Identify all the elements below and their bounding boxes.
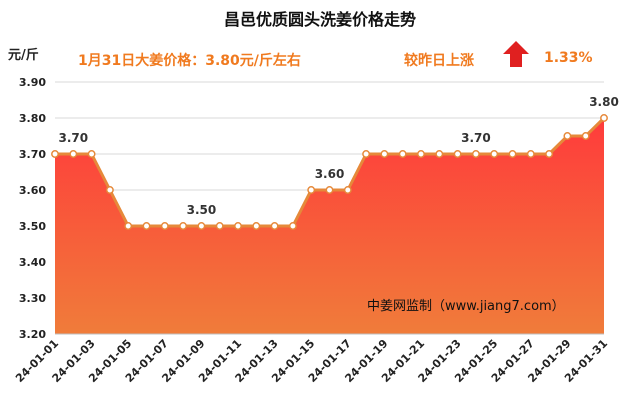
data-point: [526, 150, 535, 158]
data-point: [179, 222, 188, 230]
change-label: 较昨日上涨: [404, 53, 474, 69]
data-point: [270, 222, 279, 230]
up-arrow-icon: [503, 41, 529, 67]
y-tick-label: 3.70: [19, 148, 46, 161]
chart-title: 昌邑优质圆头洗姜价格走势: [223, 10, 416, 29]
data-point: [453, 150, 462, 158]
data-point: [288, 222, 297, 230]
data-point: [362, 150, 371, 158]
y-axis-unit: 元/斤: [8, 48, 39, 63]
data-point: [508, 150, 517, 158]
data-point: [252, 222, 261, 230]
data-label: 3.70: [461, 131, 491, 145]
change-value: 1.33%: [544, 50, 593, 66]
data-point: [87, 150, 96, 158]
data-point: [563, 132, 572, 140]
data-point: [142, 222, 151, 230]
data-point: [380, 150, 389, 158]
data-label: 3.50: [187, 203, 217, 217]
data-point: [545, 150, 554, 158]
data-point: [417, 150, 425, 158]
y-tick-label: 3.80: [19, 112, 46, 125]
y-tick-label: 3.30: [19, 292, 46, 305]
data-point: [105, 186, 114, 194]
series-area: [55, 118, 604, 334]
y-tick-label: 3.60: [19, 184, 46, 197]
data-point: [234, 222, 242, 230]
data-label: 3.70: [58, 131, 88, 145]
data-point: [435, 150, 444, 158]
data-point: [471, 150, 480, 158]
watermark: 中姜网监制（www.jiang7.com）: [367, 299, 565, 314]
data-point: [581, 132, 590, 140]
data-point: [325, 186, 334, 194]
data-point: [69, 150, 78, 158]
data-label: 3.60: [315, 167, 345, 181]
data-point: [398, 150, 407, 158]
data-point: [124, 222, 133, 230]
y-tick-label: 3.90: [19, 76, 46, 89]
data-point: [197, 222, 206, 230]
data-point: [51, 150, 59, 158]
current-price-text: 1月31日大姜价格：3.80元/斤左右: [78, 53, 301, 69]
data-point: [160, 222, 169, 230]
y-tick-label: 3.50: [19, 220, 46, 233]
data-point: [490, 150, 499, 158]
data-point: [215, 222, 224, 230]
data-point: [600, 114, 608, 122]
data-point: [343, 186, 352, 194]
data-label: 3.80: [589, 95, 619, 109]
data-point: [307, 186, 316, 194]
y-tick-label: 3.20: [19, 328, 46, 341]
y-tick-label: 3.40: [19, 256, 46, 269]
